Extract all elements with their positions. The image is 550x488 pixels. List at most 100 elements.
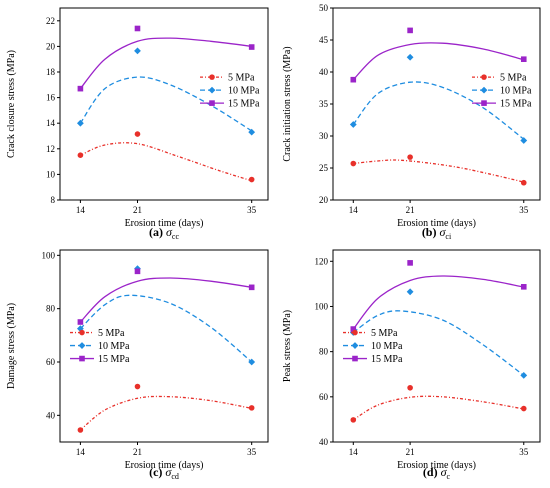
series-line [352,395,524,421]
y-tick-label: 40 [319,437,329,447]
data-point [76,325,84,333]
x-tick-label: 14 [349,205,359,215]
legend-marker [78,342,86,349]
data-point [248,128,256,136]
legend-marker [480,86,488,94]
data-point [248,176,255,183]
data-point [407,27,413,34]
series-line [80,142,252,182]
legend-label: 15 MPa [371,354,403,365]
legend-label: 10 MPa [98,341,130,352]
series-line [79,37,252,90]
x-tick-label: 21 [133,447,142,457]
chart-panel: 20 25 30 35 40 45 50 14 21 35 Erosion time (days) C… [282,3,541,241]
data-point [76,119,84,127]
legend-marker [209,74,215,80]
y-tick-label: 80 [319,347,329,357]
x-tick-label: 14 [349,447,359,457]
y-tick-label: 20 [46,41,56,51]
series-line [352,42,524,81]
legend-marker [352,329,358,336]
data-point [248,44,255,50]
x-axis-label: Erosion time (days) [397,218,476,229]
series-line [79,277,252,323]
data-point [134,131,141,137]
data-point [350,160,357,167]
panel-caption: (c) σcd [149,465,179,481]
x-tick-label: 21 [406,205,415,215]
data-point [134,25,141,32]
legend: 5 MPa 10 MPa 15 MPa [343,328,403,365]
panel-caption: (b) σci [422,225,452,241]
y-tick-label: 20 [319,195,329,205]
y-axis-label: Peak stress (MPa) [282,310,293,382]
y-axis-label: Crack initiation stress (MPa) [282,46,293,161]
data-point [134,268,141,275]
y-tick-label: 50 [319,3,329,13]
y-tick-label: 22 [46,16,55,26]
legend-label: 15 MPa [500,99,532,110]
x-tick-label: 21 [133,205,142,215]
x-axis-label: Erosion time (days) [125,218,204,229]
data-point [350,417,357,423]
x-tick-label: 35 [519,205,529,215]
data-point [77,85,84,92]
legend-marker [79,355,85,362]
legend: 5 MPa 10 MPa 15 MPa [70,328,130,365]
data-point [77,427,84,433]
chart-panel: 8 10 12 14 16 18 20 22 14 21 35 Erosion time (days)… [6,7,269,241]
panel-caption: (a) σcc [149,225,179,241]
data-point [248,405,255,411]
y-tick-label: 60 [319,392,329,402]
data-point [350,326,357,332]
y-tick-label: 8 [51,195,56,205]
chart-panel: 40 60 80 100 120 14 21 35 Erosion time (days) Pea… [282,249,541,481]
x-tick-label: 35 [247,205,257,215]
series-line [352,81,525,140]
y-tick-label: 100 [42,250,56,260]
x-tick-label: 35 [247,447,257,457]
data-point [77,152,84,158]
y-tick-label: 120 [315,256,329,266]
data-point [248,284,255,291]
data-point [407,384,413,391]
y-axis-label: Damage stress (MPa) [6,303,17,389]
y-tick-label: 25 [319,163,329,173]
data-point [520,405,527,412]
legend-label: 5 MPa [500,73,527,84]
panel-caption: (d) σc [423,465,451,481]
legend-label: 10 MPa [228,86,260,97]
legend-marker [351,342,359,349]
legend: 5 MPa 10 MPa 15 MPa [472,73,532,110]
series-line [79,395,252,431]
y-axis-label: Crack closure stress (MPa) [6,50,17,158]
y-tick-label: 60 [46,357,56,367]
y-tick-label: 80 [46,304,56,314]
series-line [79,76,253,132]
series-line [352,310,525,376]
y-tick-label: 40 [46,410,56,420]
data-point [77,319,84,325]
data-point [520,371,528,379]
data-point [407,154,413,160]
series-line [79,294,253,363]
x-tick-label: 14 [76,205,86,215]
data-point [134,47,141,55]
legend-label: 10 MPa [500,86,532,97]
legend-label: 5 MPa [98,328,125,339]
series-line [352,275,524,330]
data-point [407,260,413,266]
legend-label: 15 MPa [228,99,260,110]
data-point [406,288,414,296]
legend-label: 5 MPa [371,328,398,339]
plot-frame [59,7,269,201]
data-point [134,383,141,390]
legend-marker [79,329,85,336]
legend-marker [209,100,215,106]
y-tick-label: 30 [319,131,329,141]
data-point [406,53,414,61]
y-tick-label: 18 [46,67,56,77]
y-tick-label: 16 [46,93,56,103]
legend-label: 15 MPa [98,354,130,365]
